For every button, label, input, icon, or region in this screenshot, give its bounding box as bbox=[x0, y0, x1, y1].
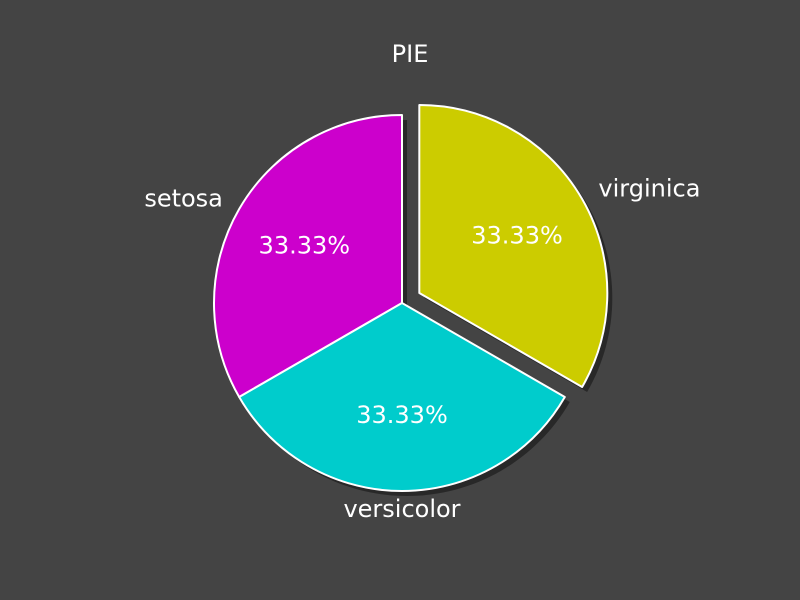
pie-slice-setosa bbox=[213, 114, 403, 398]
slice-label-versicolor: versicolor bbox=[343, 495, 460, 523]
chart-title: PIE bbox=[392, 40, 429, 68]
slice-percent-label-setosa: 33.33% bbox=[259, 232, 351, 260]
pie-slice-virginica bbox=[418, 104, 609, 388]
slice-layer bbox=[213, 104, 609, 492]
slice-percent-label-versicolor: 33.33% bbox=[356, 401, 448, 429]
pie-slice-versicolor bbox=[238, 302, 566, 492]
slice-percent-label-virginica: 33.33% bbox=[471, 222, 563, 250]
slice-label-virginica: virginica bbox=[598, 175, 700, 203]
slice-label-setosa: setosa bbox=[144, 185, 223, 213]
label-layer: setosa 33.33% versicolor 33.33% virginica 33.… bbox=[144, 175, 700, 523]
